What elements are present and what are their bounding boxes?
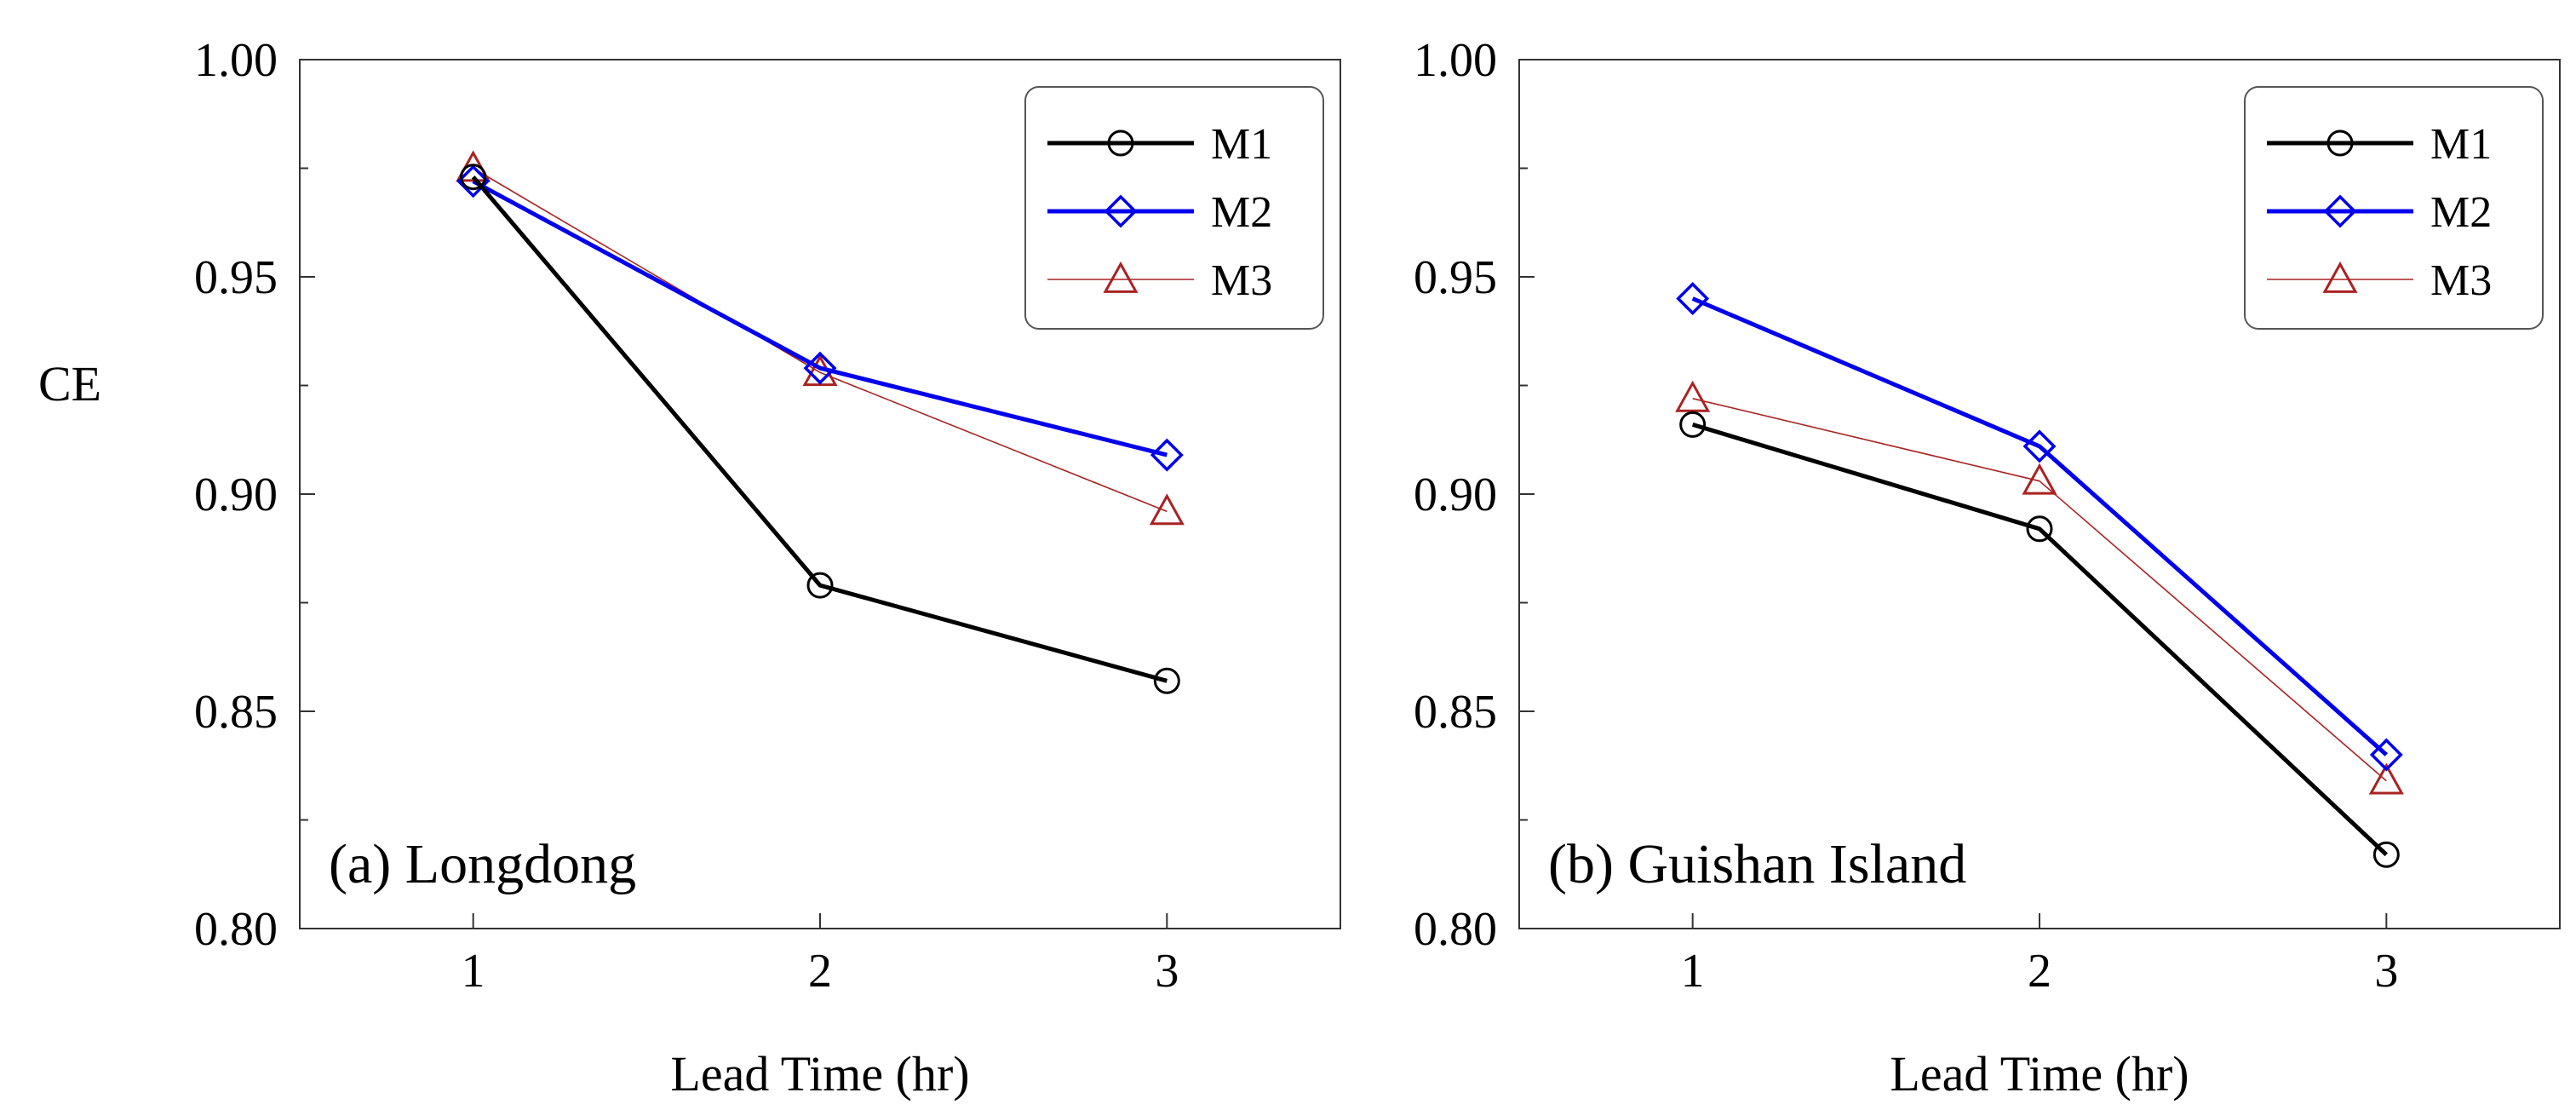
series-line-m1 <box>1691 423 2389 857</box>
y-axis-title: CE <box>38 356 101 411</box>
data-point-m1 <box>1679 411 1707 438</box>
data-point-m1 <box>806 572 834 599</box>
series-line-m2 <box>1691 296 2388 756</box>
data-point-m3 <box>2022 463 2057 495</box>
legend-marker-m1 <box>1107 129 1134 157</box>
x-tick-label: 1 <box>1681 945 1705 998</box>
y-tick-label: 0.80 <box>1414 903 1497 956</box>
legend: M1 M2 M3 <box>2244 86 2544 330</box>
data-point-m1 <box>460 164 487 191</box>
legend-label-m3: M3 <box>1211 256 1272 305</box>
data-point-m1 <box>2372 841 2400 868</box>
legend-label-m3: M3 <box>2430 256 2492 305</box>
series-line-m2 <box>472 179 1168 457</box>
y-tick-label: 0.80 <box>194 903 278 956</box>
x-tick-label: 1 <box>462 945 485 998</box>
y-tick-label: 0.95 <box>194 251 278 304</box>
data-point-m3 <box>1149 493 1185 526</box>
y-tick-label: 0.85 <box>1414 686 1497 739</box>
legend-label-m2: M2 <box>1211 188 1272 237</box>
legend-label-m1: M1 <box>1211 120 1272 169</box>
series-line-m1 <box>471 175 1168 683</box>
panel-label: (b) Guishan Island <box>1548 833 1966 895</box>
data-point-m3 <box>2368 762 2404 795</box>
legend-marker-m1 <box>2326 129 2354 157</box>
y-tick-label: 0.85 <box>194 686 278 739</box>
legend-box <box>2244 86 2544 330</box>
x-tick-label: 2 <box>2028 945 2051 998</box>
series-line-m3 <box>473 167 1168 513</box>
data-point-m2 <box>1676 282 1710 315</box>
chart-panel-1: 0.80 0.85 0.90 0.95 1.00 1 2 3 Lead Time (hr) CE (… <box>38 34 1341 1101</box>
series-line-m3 <box>1692 398 2387 782</box>
x-axis-title: Lead Time (hr) <box>670 1046 969 1101</box>
x-axis-title: Lead Time (hr) <box>1890 1046 2189 1101</box>
x-tick-label: 3 <box>1155 945 1179 998</box>
x-tick-label: 2 <box>808 945 832 998</box>
legend-box <box>1024 86 1324 330</box>
y-tick-label: 0.90 <box>194 469 278 521</box>
data-point-m2 <box>456 164 491 198</box>
legend-marker-m2 <box>1104 194 1138 228</box>
data-point-m2 <box>2022 429 2057 463</box>
legend-marker-m3 <box>2322 261 2358 293</box>
y-tick-label: 1.00 <box>1414 34 1497 87</box>
data-point-m1 <box>1153 667 1180 694</box>
data-point-m2 <box>1150 438 1184 472</box>
chart-panel-2: 0.80 0.85 0.90 0.95 1.00 1 2 3 Lead Time (hr) (b)… <box>1414 34 2561 1101</box>
y-tick-label: 0.90 <box>1414 469 1497 521</box>
legend-marker-m3 <box>1103 261 1139 293</box>
legend-label-m2: M2 <box>2430 188 2492 237</box>
data-point-m2 <box>2369 738 2403 772</box>
x-tick-label: 3 <box>2374 945 2398 998</box>
legend: M1 M2 M3 <box>1024 86 1324 330</box>
y-tick-label: 0.95 <box>1414 251 1497 304</box>
data-point-m2 <box>803 351 837 385</box>
data-point-m3 <box>1675 380 1711 412</box>
panel-label: (a) Longdong <box>329 833 636 895</box>
y-tick-label: 1.00 <box>194 34 278 87</box>
legend-marker-m2 <box>2323 194 2357 228</box>
data-point-m1 <box>2026 515 2053 543</box>
legend-label-m1: M1 <box>2430 120 2492 169</box>
